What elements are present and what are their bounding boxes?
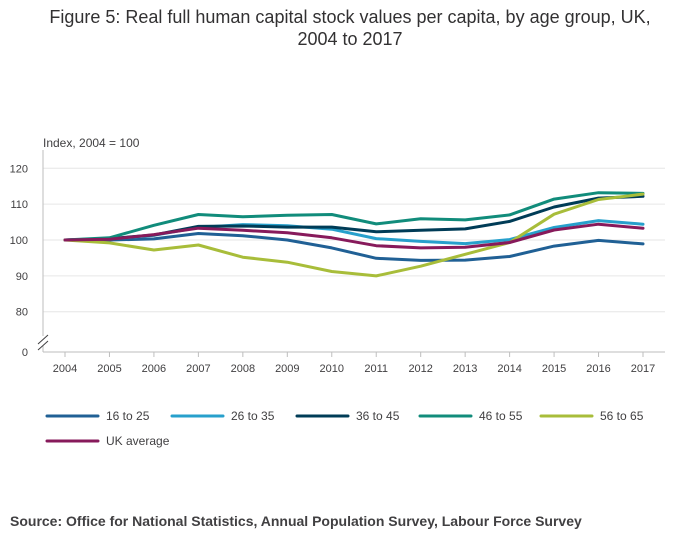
series-line-uk-average bbox=[63, 222, 645, 250]
legend-label-36-to-45[interactable]: 36 to 45 bbox=[356, 409, 400, 423]
y-axis-label: Index, 2004 = 100 bbox=[43, 136, 140, 150]
legend-label-56-to-65[interactable]: 56 to 65 bbox=[600, 409, 644, 423]
axis-break-mark bbox=[37, 340, 49, 351]
legend-label-16-to-25[interactable]: 16 to 25 bbox=[106, 409, 150, 423]
source-note: Source: Office for National Statistics, … bbox=[10, 513, 582, 529]
series-line-16-to-25 bbox=[63, 232, 645, 262]
chart-title-line-1: Figure 5: Real full human capital stock … bbox=[49, 7, 651, 27]
x-tick-label: 2005 bbox=[97, 363, 121, 375]
x-tick-label: 2011 bbox=[364, 363, 388, 375]
series-line-56-to-65 bbox=[63, 192, 645, 278]
x-tick-label: 2004 bbox=[53, 363, 77, 375]
x-tick-label: 2015 bbox=[542, 363, 566, 375]
x-tick-label: 2017 bbox=[631, 363, 655, 375]
series-line-46-to-55 bbox=[63, 191, 645, 242]
legend-label-uk-average[interactable]: UK average bbox=[106, 434, 170, 448]
axis-break-mark bbox=[37, 334, 49, 345]
x-tick-label: 2007 bbox=[186, 363, 210, 375]
legend-label-46-to-55[interactable]: 46 to 55 bbox=[479, 409, 523, 423]
y-tick-label: 0 bbox=[22, 347, 28, 359]
y-tick-label: 110 bbox=[10, 199, 28, 211]
y-tick-label: 90 bbox=[16, 271, 28, 283]
x-tick-label: 2010 bbox=[320, 363, 344, 375]
legend-label-26-to-35[interactable]: 26 to 35 bbox=[231, 409, 275, 423]
x-tick-label: 2014 bbox=[497, 363, 521, 375]
chart-title: Figure 5: Real full human capital stock … bbox=[0, 6, 700, 50]
chart-title-line-2: 2004 to 2017 bbox=[297, 29, 403, 49]
x-tick-label: 2012 bbox=[408, 363, 432, 375]
x-tick-label: 2009 bbox=[275, 363, 299, 375]
y-tick-label: 80 bbox=[16, 307, 28, 319]
x-tick-label: 2008 bbox=[231, 363, 255, 375]
x-tick-label: 2013 bbox=[453, 363, 477, 375]
y-tick-label: 100 bbox=[10, 235, 28, 247]
x-tick-label: 2016 bbox=[586, 363, 610, 375]
y-tick-label: 120 bbox=[10, 163, 28, 175]
x-tick-label: 2006 bbox=[142, 363, 166, 375]
